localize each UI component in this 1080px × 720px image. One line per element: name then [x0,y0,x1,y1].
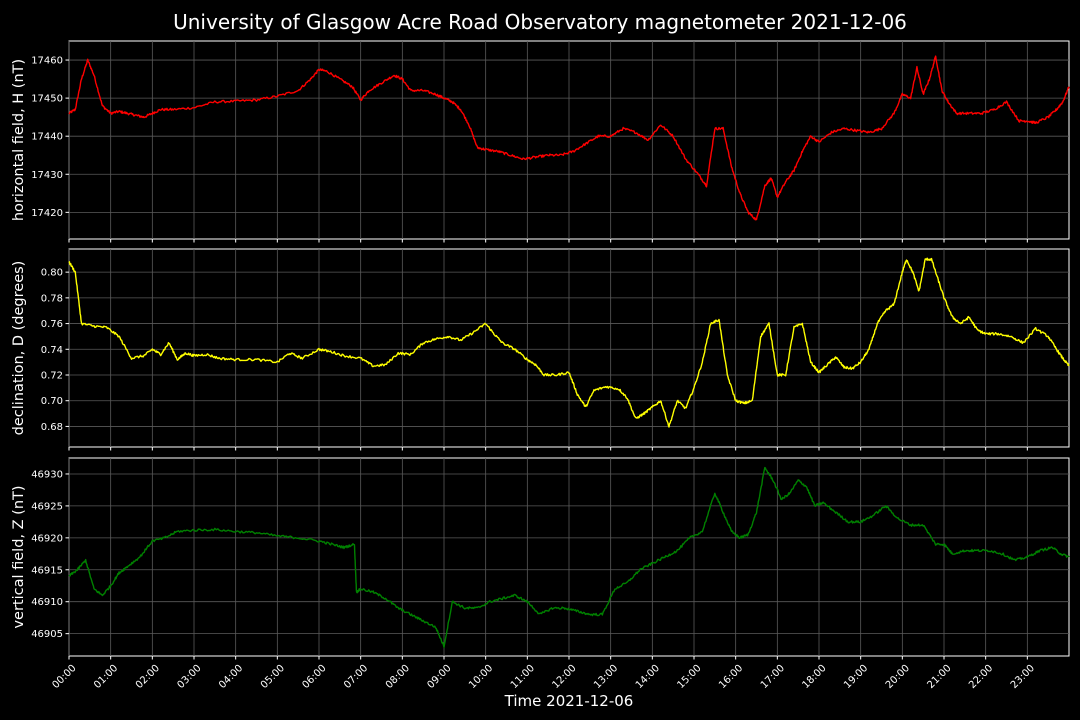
series-line-D [68,257,1070,428]
x-tick-label: 21:00 [925,663,953,691]
y-tick-label: 0.80 [41,268,63,279]
series-line-Z [68,466,1070,649]
x-tick-label: 10:00 [467,663,495,691]
x-tick-label: 02:00 [134,663,162,691]
y-tick-label: 46930 [31,469,63,480]
y-axis-label-H: horizontal field, H (nT) [11,59,27,221]
x-tick-label: 15:00 [675,663,703,691]
chart-title: University of Glasgow Acre Road Observat… [173,10,907,34]
y-tick-label: 46905 [31,629,63,640]
y-tick-label: 0.68 [41,422,63,433]
y-tick-label: 0.78 [41,293,63,304]
x-tick-label: 04:00 [217,663,245,691]
series-line-H [68,55,1070,221]
x-tick-label: 03:00 [175,663,203,691]
x-tick-label: 06:00 [300,663,328,691]
panel-H: 17420 17430 17440 17450 17460 horizontal fiel… [11,40,1070,243]
x-tick-label: 12:00 [550,663,578,691]
y-tick-label: 17420 [31,208,63,219]
x-tick-label: 13:00 [592,663,620,691]
y-tick-label: 17430 [31,170,63,181]
y-tick-label: 46925 [31,501,63,512]
chart-panels: 17420 17430 17440 17450 17460 horizontal fiel… [11,40,1070,660]
y-tick-label: 46915 [31,565,63,576]
y-tick-label: 0.70 [41,396,63,407]
panel-Z: 46905 46910 46915 46920 46925 46930 vertical f… [11,457,1070,660]
x-tick-label: 14:00 [634,663,662,691]
x-axis-label: Time 2021-12-06 [504,692,634,710]
x-tick-label: 05:00 [259,663,287,691]
y-tick-label: 0.72 [41,371,63,382]
x-tick-label: 01:00 [92,663,120,691]
x-tick-label: 07:00 [342,663,370,691]
x-axis-tick-labels: 00:00 01:00 02:00 03:00 04:00 05:00 06:00 07:00… [50,663,1036,691]
panel-D: 0.68 0.70 0.72 0.74 0.76 0.78 0.80 declination,… [11,248,1070,451]
x-tick-label: 11:00 [509,663,537,691]
y-tick-label: 0.76 [41,319,63,330]
x-tick-label: 09:00 [425,663,453,691]
x-tick-label: 16:00 [717,663,745,691]
y-tick-label: 0.74 [41,345,63,356]
y-tick-label: 17450 [31,94,63,105]
x-tick-label: 19:00 [842,663,870,691]
x-tick-label: 22:00 [967,663,995,691]
x-tick-label: 18:00 [800,663,828,691]
y-axis-label-Z: vertical field, Z (nT) [11,485,27,628]
x-tick-label: 20:00 [884,663,912,691]
x-tick-label: 08:00 [384,663,412,691]
x-tick-label: 17:00 [759,663,787,691]
y-tick-label: 17460 [31,56,63,67]
y-tick-label: 46910 [31,597,63,608]
y-tick-label: 46920 [31,533,63,544]
y-tick-label: 17440 [31,132,63,143]
x-tick-label: 00:00 [50,663,78,691]
y-axis-label-D: declination, D (degrees) [11,261,27,436]
x-tick-label: 23:00 [1009,663,1037,691]
